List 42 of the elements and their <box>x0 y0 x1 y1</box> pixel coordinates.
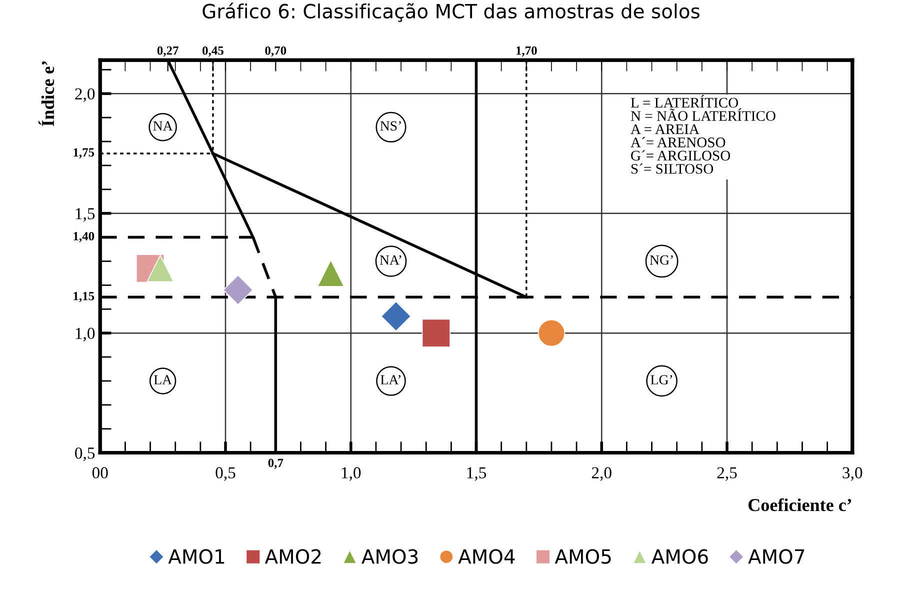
annotation: 1,40 <box>74 232 94 242</box>
legend-label: AMO7 <box>748 549 804 564</box>
x2-tick-label: 0,27 <box>157 46 178 57</box>
legend-label: AMO3 <box>362 549 418 564</box>
annotation: NS’ <box>380 121 401 131</box>
legend-label: AMO2 <box>264 549 321 564</box>
x2-tick-label: 1,70 <box>516 46 537 57</box>
annotation: G´= ARGILOSO <box>631 150 730 161</box>
y-tick-label: 2,0 <box>75 88 95 102</box>
x-tick-label: 2,5 <box>717 467 737 481</box>
x2-tick-label: 0,45 <box>202 46 224 57</box>
annotation: LG’ <box>650 375 672 384</box>
annotation: 0,7 <box>268 458 284 469</box>
legend-label: AMO5 <box>554 549 611 564</box>
annotation: A = AREIA <box>630 124 700 134</box>
annotation: 1,15 <box>74 292 94 302</box>
x2-tick-label: 0,70 <box>265 46 286 57</box>
y-tick-label: 0,5 <box>75 447 95 462</box>
y-tick-label: 1,5 <box>76 208 95 222</box>
legend-label: AMO4 <box>458 549 515 564</box>
x-tick-label: 2,0 <box>592 467 612 481</box>
y-axis-title: Índice e’ <box>38 61 54 126</box>
annotation: S´= SILTOSO <box>631 164 714 174</box>
annotation: NG’ <box>650 255 673 265</box>
annotation: LA <box>154 375 172 384</box>
chart-title: Gráfico 6: Classificação MCT das amostras de solos <box>202 2 700 22</box>
annotation: NA’ <box>380 255 402 265</box>
annotation: LA’ <box>380 375 400 384</box>
x-tick-label: 1,0 <box>342 467 361 481</box>
annotation: A´= ARENOSO <box>630 137 726 148</box>
annotation: L = LATERÍTICO <box>630 95 738 108</box>
annotation: N = NÃO LATERÍTICO <box>630 108 776 121</box>
y-tick-label: 1,0 <box>76 328 95 342</box>
legend-label: AMO1 <box>168 549 224 564</box>
x-tick-label: 3,0 <box>842 467 862 481</box>
annotation: 1,75 <box>74 148 94 158</box>
x-tick-label: 00 <box>92 467 108 478</box>
legend-label: AMO6 <box>652 549 708 564</box>
x-tick-label: 0,5 <box>216 467 236 481</box>
x-tick-label: 1,5 <box>467 467 486 481</box>
annotation: NA <box>153 121 173 130</box>
x-axis-title: Coeficiente c’ <box>748 498 852 512</box>
